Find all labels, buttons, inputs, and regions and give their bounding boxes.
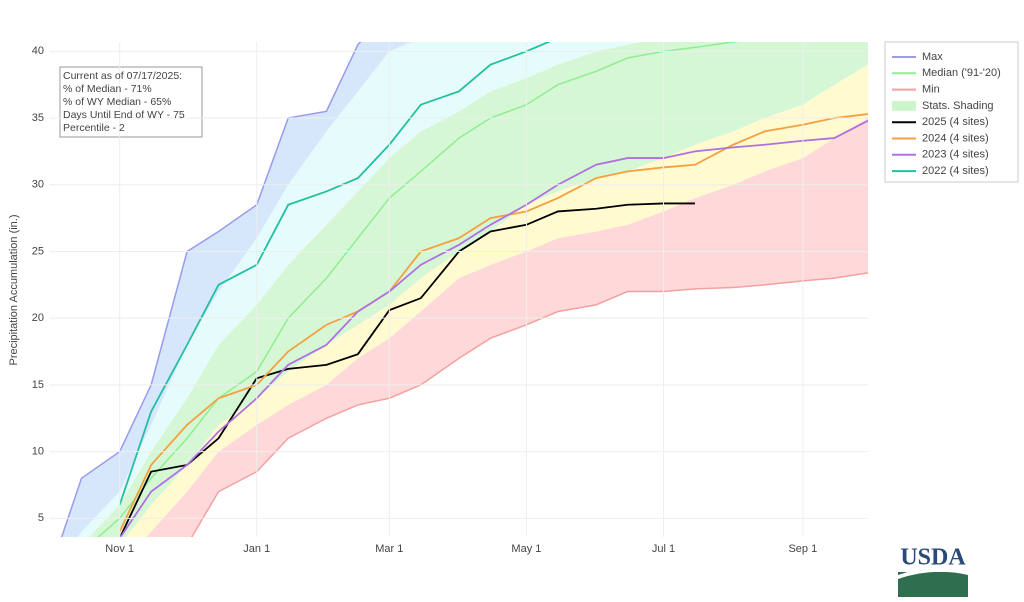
legend-label: 2023 (4 sites) xyxy=(922,149,989,161)
x-tick-label: Jan 1 xyxy=(243,543,270,555)
legend-label: Stats. Shading xyxy=(922,100,994,112)
series-line xyxy=(118,113,868,533)
logo-wave xyxy=(898,567,968,579)
y-tick-label: 15 xyxy=(32,379,44,391)
plot-area xyxy=(61,42,868,537)
x-tick-label: Nov 1 xyxy=(105,543,134,555)
annotation-line: % of Median - 71% xyxy=(63,83,152,95)
shading-band xyxy=(146,118,868,537)
series-line xyxy=(190,272,868,537)
x-tick-label: Mar 1 xyxy=(375,543,403,555)
x-tick-label: May 1 xyxy=(511,543,541,555)
y-tick-label: 30 xyxy=(32,179,44,191)
y-tick-label: 10 xyxy=(32,446,44,458)
series-line xyxy=(119,119,868,537)
y-axis-title: Precipitation Accumulation (in.) xyxy=(8,214,20,365)
y-tick-label: 25 xyxy=(32,245,44,257)
shading-band xyxy=(125,64,868,537)
shading-band xyxy=(61,42,412,537)
legend-swatch xyxy=(892,100,916,111)
annotation-line: Percentile - 2 xyxy=(63,122,125,134)
annotation-line: Days Until End of WY - 75 xyxy=(63,109,185,121)
logo-shape xyxy=(898,572,968,597)
y-tick-label: 35 xyxy=(32,112,44,124)
y-tick-label: 5 xyxy=(38,512,44,524)
logo-text: USDA xyxy=(900,545,966,571)
legend-label: 2024 (4 sites) xyxy=(922,132,989,144)
legend-label: 2022 (4 sites) xyxy=(922,165,989,177)
y-tick-label: 40 xyxy=(32,45,44,57)
shading-band xyxy=(89,42,868,537)
x-tick-label: Jul 1 xyxy=(652,543,675,555)
y-tick-label: 20 xyxy=(32,312,44,324)
legend xyxy=(884,41,1019,183)
legend-label: 2025 (4 sites) xyxy=(922,116,989,128)
legend-label: Min xyxy=(922,84,940,96)
shading-band xyxy=(77,42,642,537)
annotation-box xyxy=(59,66,203,138)
legend-label: Median ('91-'20) xyxy=(922,67,1001,79)
annotation-line: % of WY Median - 65% xyxy=(63,96,171,108)
legend-label: Max xyxy=(922,51,943,63)
series-line xyxy=(97,42,740,537)
series-line xyxy=(119,202,695,537)
x-tick-label: Sep 1 xyxy=(788,543,817,555)
annotation-line: Current as of 07/17/2025: xyxy=(63,70,182,82)
